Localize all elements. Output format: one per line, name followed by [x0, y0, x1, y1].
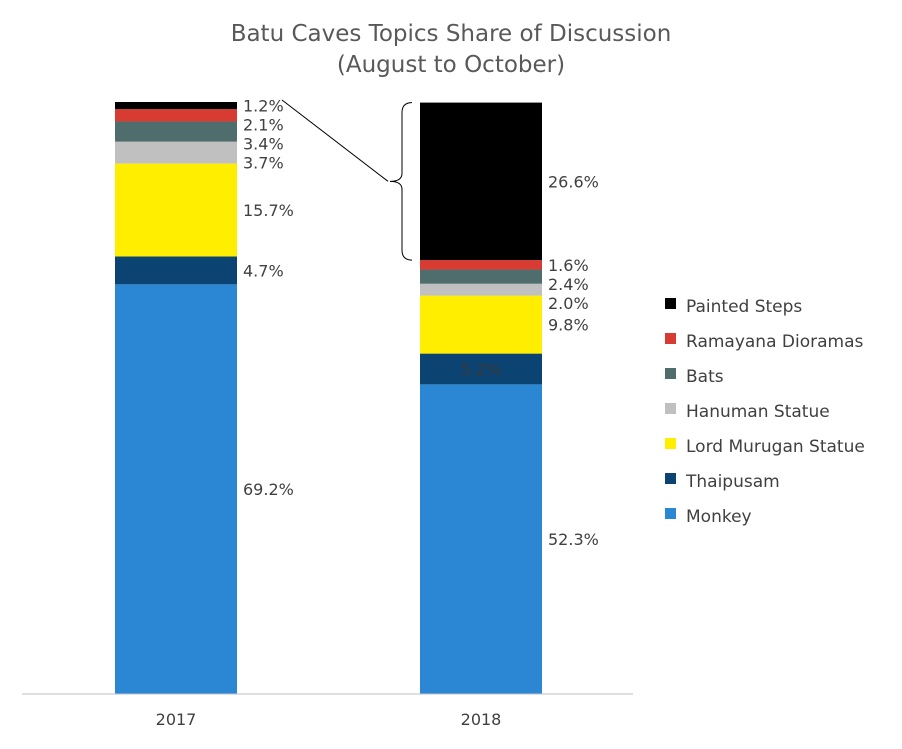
data-label-bats-2018: 2.4%	[548, 275, 589, 294]
data-label-ramayana-dioramas-2017: 2.1%	[243, 116, 284, 135]
x-tick-label-2018: 2018	[461, 710, 502, 729]
legend-swatch	[665, 473, 676, 484]
bar-segment-painted-steps-2018	[420, 102, 542, 261]
legend-swatch	[665, 508, 676, 519]
data-label-bats-2017: 3.4%	[243, 135, 284, 154]
bar-segment-thaipusam-2018	[420, 353, 542, 385]
legend-item-painted-steps: Painted Steps	[665, 297, 802, 317]
data-label-monkey-2018: 52.3%	[548, 530, 599, 549]
bar-segment-hanuman-statue-2018	[420, 283, 542, 296]
data-label-thaipusam-2017: 4.7%	[243, 261, 284, 280]
chart-subtitle: (August to October)	[337, 52, 565, 78]
bar-segment-bats-2018	[420, 269, 542, 284]
legend-label: Painted Steps	[686, 297, 802, 317]
bar-segment-monkey-2017	[115, 284, 237, 694]
legend-item-monkey: Monkey	[665, 507, 752, 527]
legend-label: Thaipusam	[685, 472, 780, 492]
legend-item-bats: Bats	[665, 367, 724, 387]
bar-segment-painted-steps-2017	[115, 102, 237, 110]
legend-swatch	[665, 403, 676, 414]
x-axis: 2017 2018	[22, 693, 633, 729]
legend: Painted Steps Ramayana Dioramas Bats Hanuma…	[665, 297, 865, 527]
bar-segment-ramayana-dioramas-2018	[420, 260, 542, 270]
bar-segment-monkey-2018	[420, 384, 542, 694]
annotation-connector-line	[281, 99, 389, 182]
data-label-thaipusam-2018: 5.2%	[461, 360, 502, 379]
bar-segment-hanuman-statue-2017	[115, 141, 237, 164]
legend-swatch	[665, 368, 676, 379]
x-tick-label-2017: 2017	[156, 710, 197, 729]
legend-item-ramayana-dioramas: Ramayana Dioramas	[665, 332, 864, 352]
data-label-hanuman-statue-2017: 3.7%	[243, 154, 284, 173]
data-label-hanuman-statue-2018: 2.0%	[548, 294, 589, 313]
bars-layer	[115, 102, 542, 694]
legend-label: Hanuman Statue	[686, 402, 830, 422]
bar-segment-ramayana-dioramas-2017	[115, 109, 237, 122]
data-label-painted-steps-2018: 26.6%	[548, 172, 599, 191]
legend-swatch	[665, 438, 676, 449]
legend-label: Monkey	[686, 507, 752, 527]
bar-segment-thaipusam-2017	[115, 256, 237, 285]
legend-swatch	[665, 298, 676, 309]
bar-segment-bats-2017	[115, 121, 237, 142]
data-label-painted-steps-2017: 1.2%	[243, 97, 284, 116]
data-label-lord-murugan-statue-2018: 9.8%	[548, 316, 589, 335]
bar-segment-lord-murugan-statue-2017	[115, 163, 237, 257]
legend-item-hanuman-statue: Hanuman Statue	[665, 402, 830, 422]
data-label-lord-murugan-statue-2017: 15.7%	[243, 201, 294, 220]
legend-swatch	[665, 333, 676, 344]
legend-label: Ramayana Dioramas	[686, 332, 864, 352]
annotation-bracket	[389, 102, 413, 261]
legend-item-lord-murugan-statue: Lord Murugan Statue	[665, 437, 865, 457]
legend-label: Bats	[686, 367, 724, 387]
data-label-ramayana-dioramas-2018: 1.6%	[548, 256, 589, 275]
annotation-layer	[281, 99, 413, 261]
legend-label: Lord Murugan Statue	[686, 437, 865, 457]
chart-title: Batu Caves Topics Share of Discussion	[231, 21, 672, 47]
bar-segment-lord-murugan-statue-2018	[420, 295, 542, 354]
data-label-monkey-2017: 69.2%	[243, 480, 294, 499]
data-labels-layer: 1.2%2.1%3.4%3.7%15.7%4.7%69.2%26.6%1.6%2…	[243, 97, 599, 550]
legend-item-thaipusam: Thaipusam	[665, 472, 780, 492]
